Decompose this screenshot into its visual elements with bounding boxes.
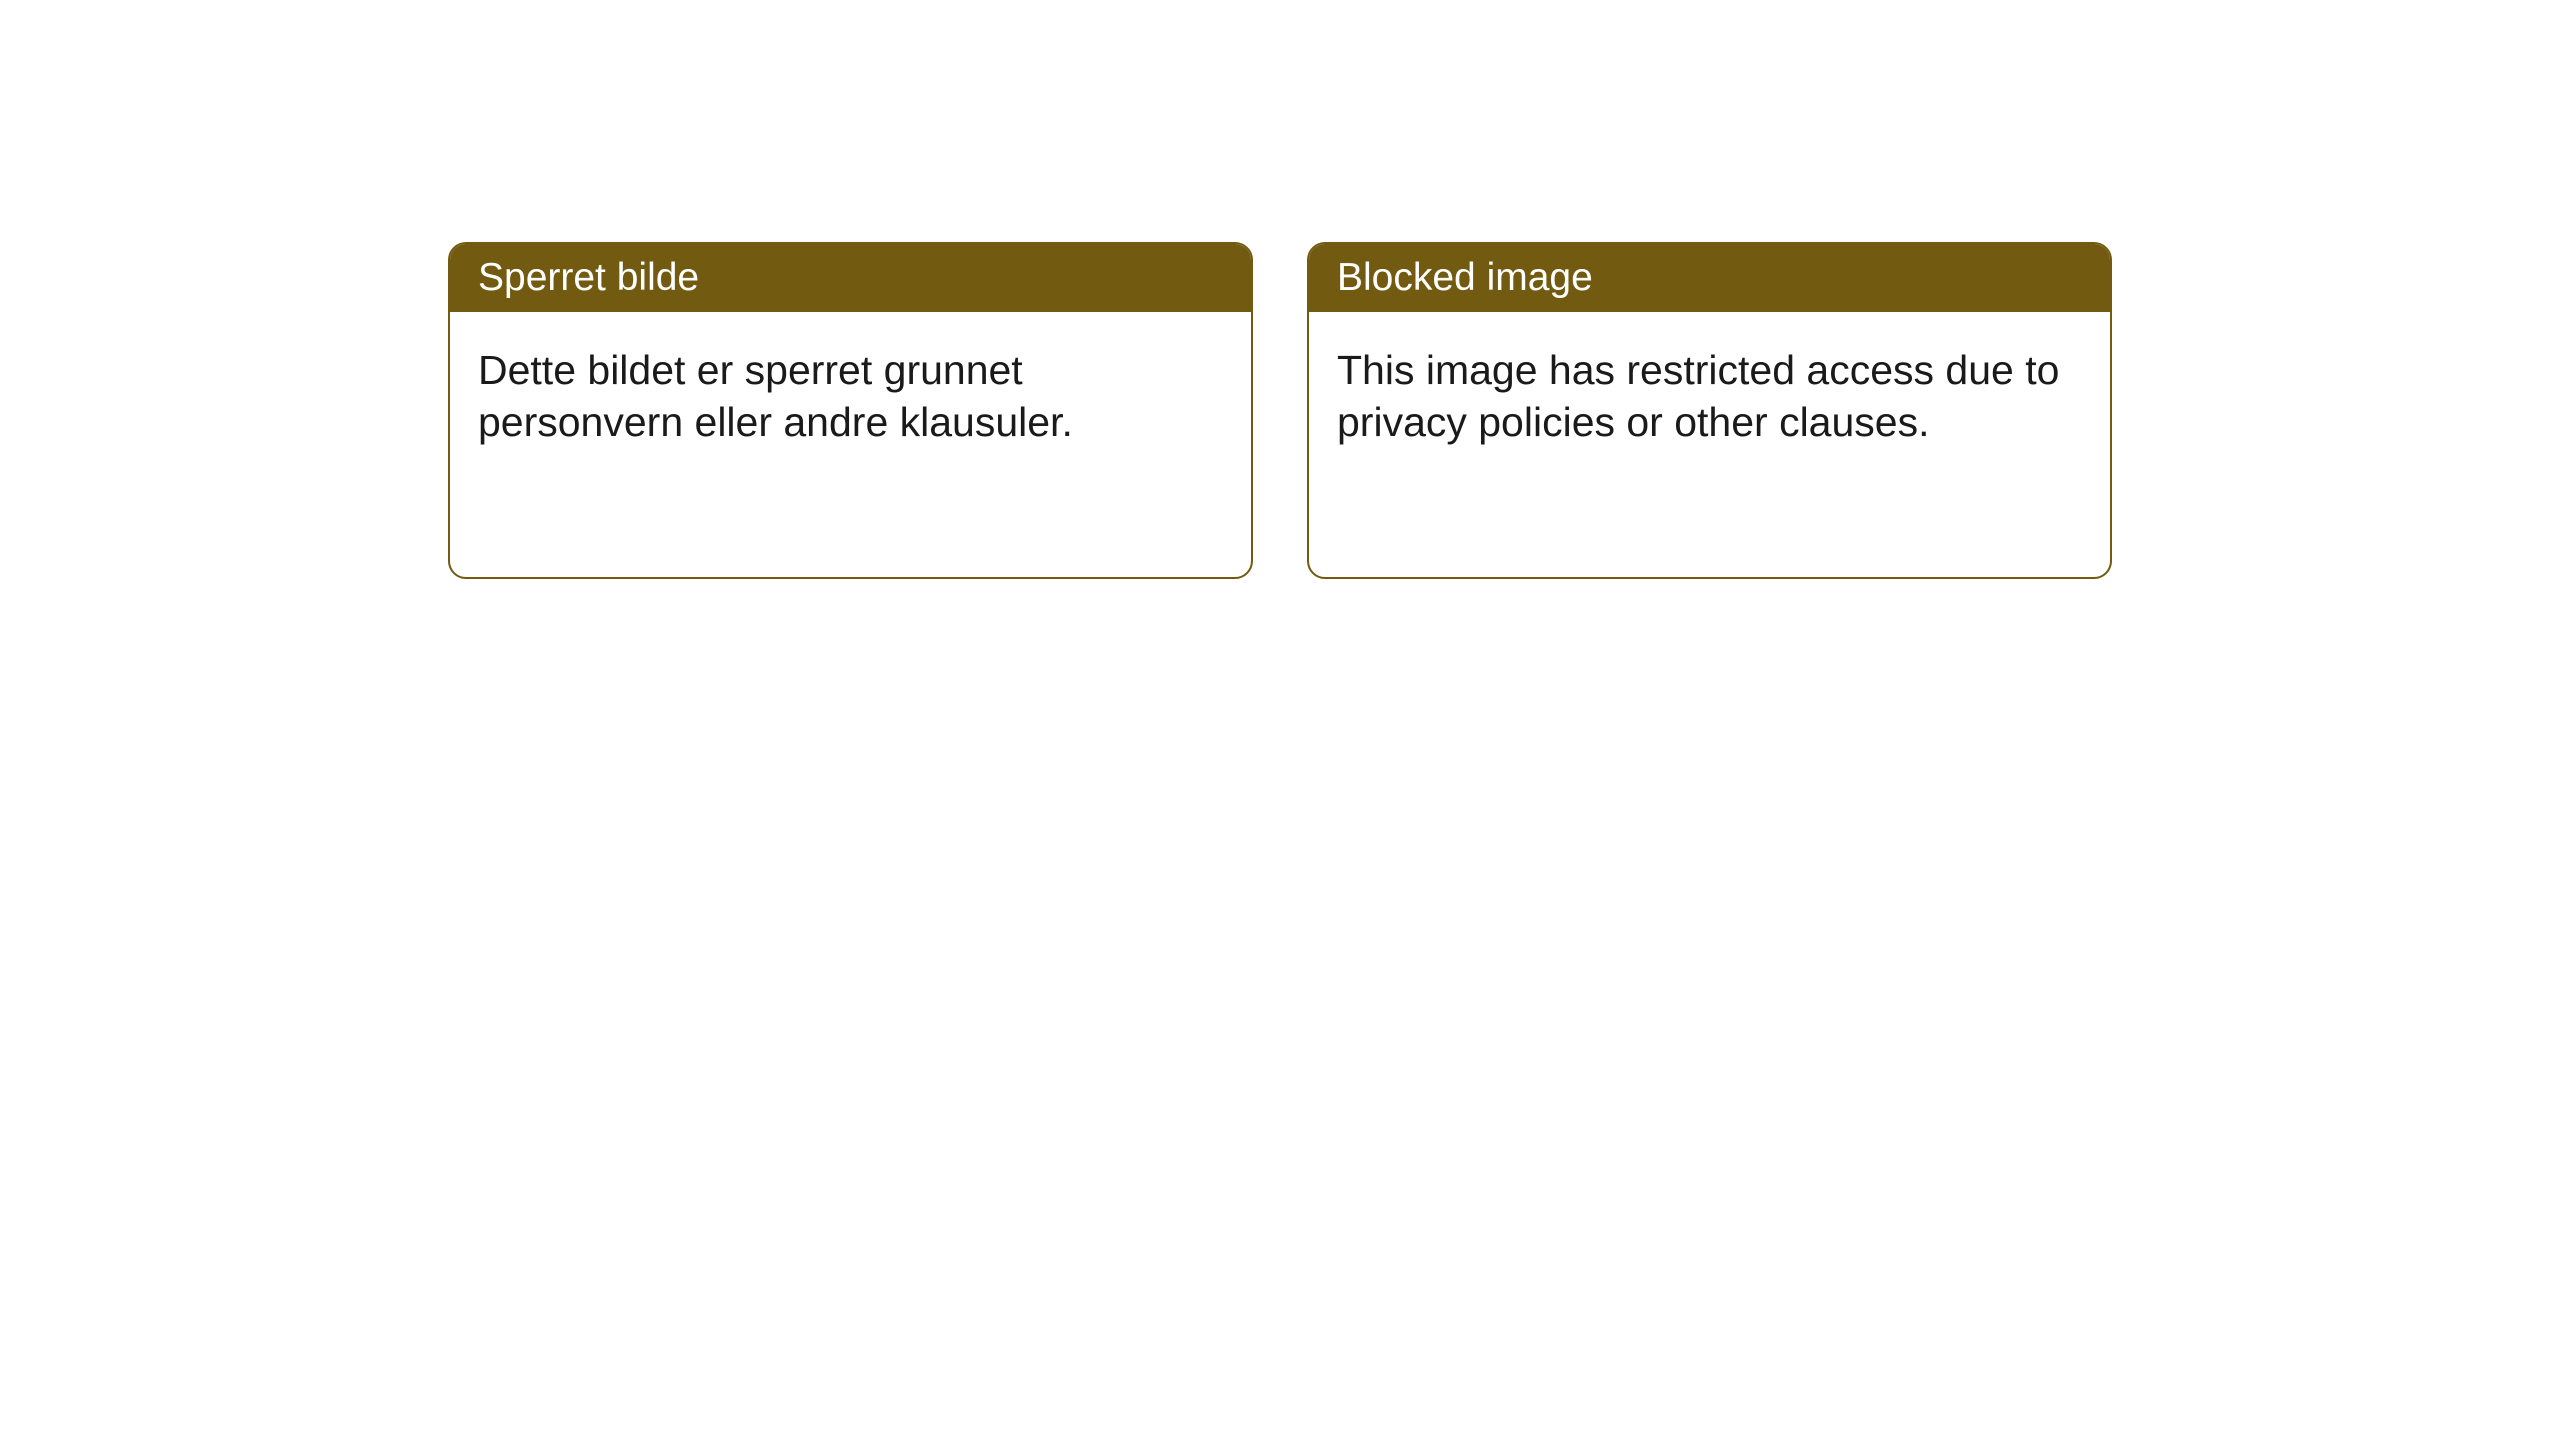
notice-card-title: Sperret bilde xyxy=(450,244,1251,312)
notice-card-norwegian: Sperret bilde Dette bildet er sperret gr… xyxy=(448,242,1253,579)
notice-cards-container: Sperret bilde Dette bildet er sperret gr… xyxy=(448,242,2112,579)
notice-card-english: Blocked image This image has restricted … xyxy=(1307,242,2112,579)
notice-card-title: Blocked image xyxy=(1309,244,2110,312)
notice-card-body: This image has restricted access due to … xyxy=(1309,312,2110,481)
notice-card-body: Dette bildet er sperret grunnet personve… xyxy=(450,312,1251,481)
